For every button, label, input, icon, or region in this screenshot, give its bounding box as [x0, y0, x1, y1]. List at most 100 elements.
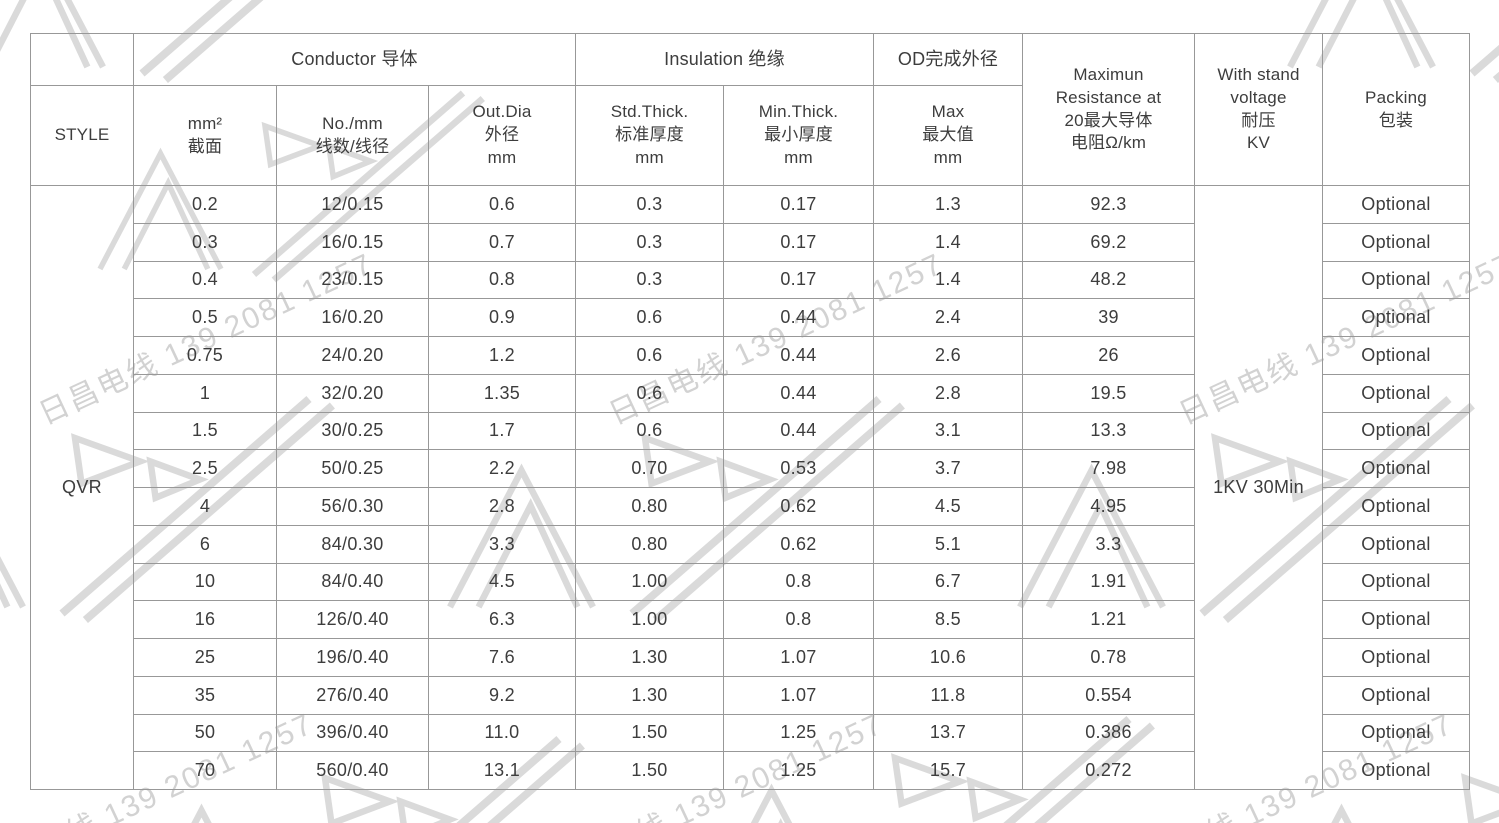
cell-strands: 276/0.40 — [276, 675, 429, 715]
header-odmax: Max 最大值 mm — [873, 85, 1023, 186]
cell-odmax: 10.6 — [873, 638, 1023, 677]
cell-resistance: 13.3 — [1022, 411, 1195, 451]
header-empty-cell — [30, 33, 134, 86]
cell-odmax: 6.7 — [873, 562, 1023, 602]
cell-stdthick: 1.50 — [575, 751, 724, 790]
cell-minthick: 0.17 — [723, 222, 874, 262]
cell-outdia: 2.2 — [428, 449, 576, 488]
cell-packing: Optional — [1322, 524, 1470, 564]
cell-stdthick: 0.3 — [575, 185, 724, 224]
cell-odmax: 3.1 — [873, 411, 1023, 451]
spec-table: Conductor 导体 Insulation 绝缘 OD完成外径 Maximu… — [30, 33, 1470, 790]
cell-stdthick: 1.50 — [575, 713, 724, 753]
cell-outdia: 0.8 — [428, 260, 576, 300]
table-body: QVR 0.2 12/0.15 0.6 0.3 0.17 1.3 92.3 1K… — [30, 185, 1470, 790]
cell-strands: 16/0.20 — [276, 298, 429, 337]
cell-minthick: 1.07 — [723, 638, 874, 677]
cell-strands: 12/0.15 — [276, 185, 429, 224]
header-resistance: Maximun Resistance at 20最大导体 电阻Ω/km — [1022, 33, 1195, 186]
cell-resistance: 48.2 — [1022, 260, 1195, 300]
cell-resistance: 19.5 — [1022, 373, 1195, 413]
cell-outdia: 1.7 — [428, 411, 576, 451]
cell-stdthick: 1.00 — [575, 600, 724, 639]
cell-area: 50 — [133, 713, 277, 753]
cell-stdthick: 0.6 — [575, 411, 724, 451]
cell-minthick: 0.44 — [723, 298, 874, 337]
cell-outdia: 13.1 — [428, 751, 576, 790]
cell-odmax: 1.4 — [873, 222, 1023, 262]
cell-area: 4 — [133, 487, 277, 526]
header-group-row: Conductor 导体 Insulation 绝缘 OD完成外径 Maximu… — [30, 33, 1470, 186]
header-strands: No./mm 线数/线径 — [276, 85, 429, 186]
cell-packing: Optional — [1322, 185, 1470, 224]
cell-resistance: 1.21 — [1022, 600, 1195, 639]
cell-area: 0.2 — [133, 185, 277, 224]
cell-packing: Optional — [1322, 487, 1470, 526]
cell-outdia: 1.2 — [428, 336, 576, 375]
cell-packing: Optional — [1322, 562, 1470, 602]
cell-minthick: 0.17 — [723, 185, 874, 224]
cell-odmax: 1.3 — [873, 185, 1023, 224]
cell-packing: Optional — [1322, 713, 1470, 753]
cell-minthick: 0.8 — [723, 562, 874, 602]
cell-stdthick: 1.30 — [575, 638, 724, 677]
header-group-insulation: Insulation 绝缘 — [575, 33, 874, 86]
cell-resistance: 92.3 — [1022, 185, 1195, 224]
cell-odmax: 1.4 — [873, 260, 1023, 300]
cell-minthick: 0.44 — [723, 373, 874, 413]
table-row: 35 276/0.40 9.2 1.30 1.07 11.8 0.554 Opt… — [31, 675, 1470, 715]
cell-strands: 84/0.30 — [276, 524, 429, 564]
table-row: 0.75 24/0.20 1.2 0.6 0.44 2.6 26 Optiona… — [31, 336, 1470, 375]
header-stdthick: Std.Thick. 标准厚度 mm — [575, 85, 724, 186]
cell-odmax: 8.5 — [873, 600, 1023, 639]
cell-outdia: 0.6 — [428, 185, 576, 224]
cell-minthick: 0.62 — [723, 487, 874, 526]
cell-area: 1.5 — [133, 411, 277, 451]
cell-packing: Optional — [1322, 298, 1470, 337]
cell-outdia: 1.35 — [428, 373, 576, 413]
cell-stdthick: 0.3 — [575, 222, 724, 262]
cell-resistance: 3.3 — [1022, 524, 1195, 564]
cell-minthick: 1.07 — [723, 675, 874, 715]
cell-outdia: 3.3 — [428, 524, 576, 564]
cell-strands: 196/0.40 — [276, 638, 429, 677]
cell-stdthick: 1.00 — [575, 562, 724, 602]
cell-resistance: 1.91 — [1022, 562, 1195, 602]
withstand-cell: 1KV 30Min — [1194, 185, 1323, 790]
cell-strands: 50/0.25 — [276, 449, 429, 488]
header-outdia: Out.Dia 外径 mm — [428, 85, 576, 186]
cell-outdia: 4.5 — [428, 562, 576, 602]
cell-area: 35 — [133, 675, 277, 715]
cell-odmax: 3.7 — [873, 449, 1023, 488]
cell-packing: Optional — [1322, 373, 1470, 413]
cell-minthick: 1.25 — [723, 751, 874, 790]
header-withstand: With stand voltage 耐压 KV — [1194, 33, 1323, 186]
header-group-od: OD完成外径 — [873, 33, 1023, 86]
cell-packing: Optional — [1322, 411, 1470, 451]
cell-area: 0.4 — [133, 260, 277, 300]
cell-odmax: 15.7 — [873, 751, 1023, 790]
cell-outdia: 6.3 — [428, 600, 576, 639]
cell-packing: Optional — [1322, 675, 1470, 715]
cell-odmax: 2.4 — [873, 298, 1023, 337]
cell-packing: Optional — [1322, 751, 1470, 790]
cell-strands: 84/0.40 — [276, 562, 429, 602]
cell-resistance: 0.554 — [1022, 675, 1195, 715]
cell-strands: 396/0.40 — [276, 713, 429, 753]
cell-resistance: 0.272 — [1022, 751, 1195, 790]
cell-packing: Optional — [1322, 260, 1470, 300]
cell-minthick: 0.44 — [723, 411, 874, 451]
header-minthick: Min.Thick. 最小厚度 mm — [723, 85, 874, 186]
cell-area: 10 — [133, 562, 277, 602]
cell-stdthick: 0.80 — [575, 487, 724, 526]
cell-stdthick: 0.6 — [575, 298, 724, 337]
cell-odmax: 2.6 — [873, 336, 1023, 375]
style-cell: QVR — [30, 185, 134, 790]
cell-resistance: 0.386 — [1022, 713, 1195, 753]
cell-strands: 126/0.40 — [276, 600, 429, 639]
cell-resistance: 4.95 — [1022, 487, 1195, 526]
cell-minthick: 0.62 — [723, 524, 874, 564]
cell-strands: 16/0.15 — [276, 222, 429, 262]
cell-resistance: 26 — [1022, 336, 1195, 375]
cell-odmax: 4.5 — [873, 487, 1023, 526]
